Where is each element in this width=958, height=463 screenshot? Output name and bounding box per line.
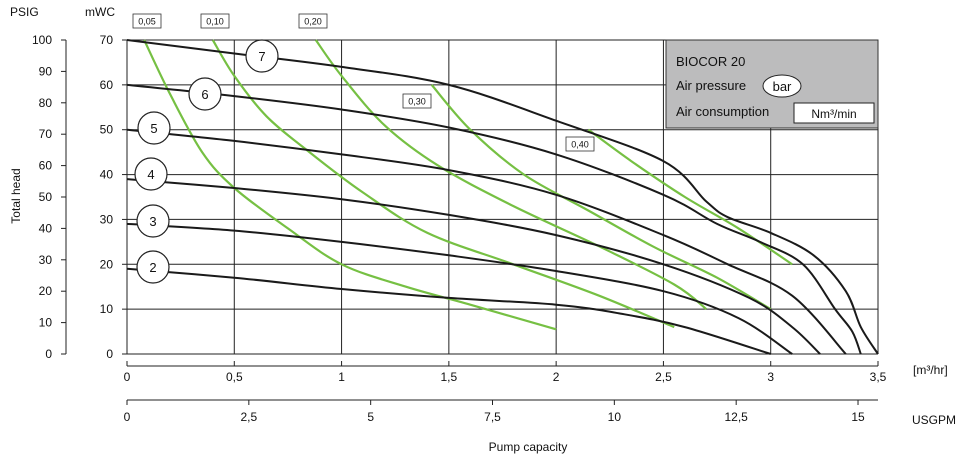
- pressure-label-3: 3: [149, 214, 156, 229]
- air-pressure-curve-7: [126, 39, 879, 355]
- m3hr-tick-label: 2: [553, 370, 560, 384]
- psig-unit-label: PSIG: [10, 5, 39, 19]
- psig-tick-label: 50: [39, 190, 53, 204]
- usgpm-tick-label: 0: [124, 410, 131, 424]
- legend-air-pressure: Air pressure: [676, 78, 746, 93]
- air-consumption-curve-0-20: [314, 39, 707, 310]
- air-pressure-curve-4: [126, 178, 821, 355]
- consumption-label-box-0-30: [402, 93, 432, 109]
- air-pressure-unit: bar: [773, 79, 792, 94]
- mwc-tick-label: 30: [100, 212, 114, 226]
- psig-tick-label: 70: [39, 127, 53, 141]
- pressure-label-circle-4: [134, 157, 168, 191]
- m3hr-unit-label: [m³/hr]: [913, 363, 948, 377]
- psig-tick-label: 60: [39, 159, 53, 173]
- air-consumption-unit: Nm³/min: [811, 107, 856, 121]
- usgpm-tick-label: 15: [851, 410, 865, 424]
- consumption-label-box-0-05: [132, 13, 162, 29]
- usgpm-unit-label: USGPM: [912, 413, 956, 427]
- pressure-label-circle-6: [188, 77, 222, 111]
- psig-tick-label: 0: [45, 347, 52, 361]
- grid-lines: [126, 39, 879, 355]
- m3hr-tick-label: 0: [124, 370, 131, 384]
- pressure-label-4: 4: [147, 167, 154, 182]
- mwc-tick-label: 40: [100, 168, 114, 182]
- m3hr-tick-label: 1: [338, 370, 345, 384]
- pressure-label-circle-2: [136, 250, 170, 284]
- air-pressure-curve-6: [126, 83, 862, 355]
- psig-tick-label: 90: [39, 64, 53, 78]
- air-consumption-curve-0-40: [587, 128, 793, 266]
- psig-tick-label: 40: [39, 221, 53, 235]
- psig-tick-label: 80: [39, 96, 53, 110]
- air-pressure-curve-3: [126, 222, 793, 355]
- consumption-label-0-40: 0,40: [571, 140, 589, 150]
- psig-tick-label: 10: [39, 316, 53, 330]
- mwc-unit-label: mWC: [85, 5, 115, 19]
- m3hr-tick-label: 3,5: [870, 370, 887, 384]
- mwc-tick-label: 50: [100, 123, 114, 137]
- mwc-tick-label: 10: [100, 302, 114, 316]
- legend-box: BIOCOR 20 Air pressure bar Air consumpti…: [665, 39, 879, 129]
- curve-labels: 2 3 4 5 6 7 0,05 0,10 0,20 0,30 0,40: [132, 13, 595, 284]
- m3hr-tick-label: 2,5: [655, 370, 672, 384]
- air-consumption-curve-0-30: [430, 84, 772, 311]
- pressure-label-6: 6: [201, 87, 208, 102]
- air-consumption-curve-0-10: [211, 39, 675, 329]
- pressure-label-circle-7: [245, 39, 279, 73]
- m3hr-tick-label: 1,5: [441, 370, 458, 384]
- usgpm-tick-label: 12,5: [725, 410, 749, 424]
- air-pressure-curve-2: [126, 267, 772, 355]
- usgpm-tick-label: 10: [608, 410, 622, 424]
- pressure-label-2: 2: [149, 260, 156, 275]
- usgpm-tick-label: 7,5: [484, 410, 501, 424]
- air-pressure-badge-ellipse: [762, 74, 802, 98]
- usgpm-tick-label: 5: [367, 410, 374, 424]
- psig-tick-label: 100: [32, 33, 52, 47]
- consumption-label-0-30: 0,30: [408, 97, 426, 107]
- m3hr-tick-label: 3: [767, 370, 774, 384]
- pressure-label-7: 7: [258, 49, 265, 64]
- consumption-label-0-10: 0,10: [206, 17, 224, 27]
- air-consumption-curve-0-05: [143, 39, 557, 331]
- air-consumption-badge-box: [793, 102, 875, 124]
- psig-tick-label: 30: [39, 253, 53, 267]
- mwc-tick-label: 70: [100, 33, 114, 47]
- y-axis-title: Total head: [9, 168, 23, 223]
- pressure-label-5: 5: [150, 121, 157, 136]
- mwc-tick-label: 60: [100, 78, 114, 92]
- consumption-label-0-05: 0,05: [138, 17, 156, 27]
- air-consumption-curves: [143, 39, 793, 331]
- usgpm-tick-label: 2,5: [240, 410, 257, 424]
- air-pressure-curve-5: [126, 128, 847, 355]
- m3hr-tick-label: 0,5: [226, 370, 243, 384]
- mwc-tick-label: 20: [100, 257, 114, 271]
- air-pressure-curves: [126, 39, 879, 355]
- pressure-label-circle-3: [136, 204, 170, 238]
- x-axis-title: Pump capacity: [489, 440, 568, 454]
- consumption-label-box-0-40: [565, 136, 595, 152]
- consumption-label-box-0-20: [298, 13, 328, 29]
- pressure-label-circle-5: [137, 111, 171, 145]
- consumption-label-box-0-10: [200, 13, 230, 29]
- legend-air-consumption: Air consumption: [676, 104, 769, 119]
- consumption-label-0-20: 0,20: [304, 17, 322, 27]
- legend-title: BIOCOR 20: [676, 54, 745, 69]
- psig-tick-label: 20: [39, 284, 53, 298]
- mwc-tick-label: 0: [106, 347, 113, 361]
